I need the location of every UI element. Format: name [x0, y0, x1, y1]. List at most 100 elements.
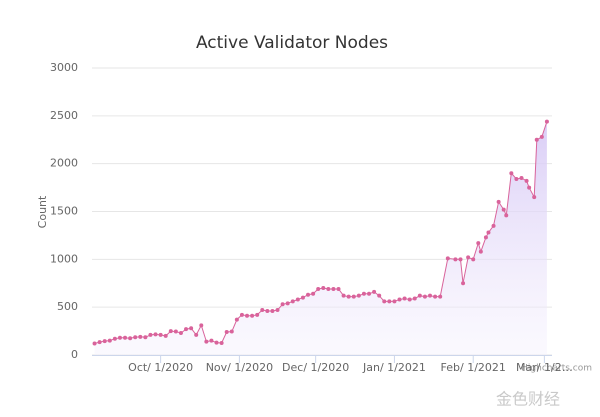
point [290, 299, 295, 304]
point [92, 341, 97, 346]
point [504, 213, 509, 218]
point [285, 301, 290, 306]
point [173, 329, 178, 334]
point [356, 293, 361, 298]
x-tick-label: Dec/ 1/2020 [282, 361, 349, 374]
point [519, 176, 524, 181]
point [295, 297, 300, 302]
point [168, 329, 173, 334]
point [275, 308, 280, 313]
point [478, 249, 483, 254]
point [97, 340, 102, 345]
point [461, 281, 466, 286]
point [534, 137, 539, 142]
point [204, 339, 209, 344]
point [367, 291, 372, 296]
point [117, 335, 122, 340]
y-tick-label: 2000 [50, 157, 78, 170]
point [265, 308, 270, 313]
x-tick-label: Nov/ 1/2020 [206, 361, 273, 374]
point [361, 291, 366, 296]
point [544, 119, 549, 124]
y-tick-label: 500 [57, 300, 78, 313]
credits: Highcharts.com [521, 364, 592, 374]
point [417, 293, 422, 298]
point [445, 256, 450, 261]
point [311, 291, 316, 296]
point [300, 295, 305, 300]
x-tick-label: Jan/ 1/2021 [362, 361, 426, 374]
point [476, 241, 481, 246]
point [250, 313, 255, 318]
point [138, 334, 143, 339]
point [336, 286, 341, 291]
point [377, 293, 382, 298]
point [433, 294, 438, 299]
y-tick-label: 1500 [50, 205, 78, 218]
point [123, 335, 128, 340]
point [471, 257, 476, 262]
point [316, 286, 321, 291]
point [509, 171, 514, 176]
point [483, 235, 488, 240]
point [402, 296, 407, 301]
point [178, 330, 183, 335]
point [458, 257, 463, 262]
point [306, 292, 311, 297]
point [128, 336, 133, 341]
point [491, 223, 496, 228]
point [453, 257, 458, 262]
area [94, 121, 547, 355]
watermark: 金色财经 [496, 390, 560, 409]
point [158, 332, 163, 337]
point [148, 332, 153, 337]
y-tick-label: 2500 [50, 109, 78, 122]
point [466, 255, 471, 260]
point [397, 297, 402, 302]
point [514, 176, 519, 181]
point [255, 312, 260, 317]
point [133, 335, 138, 340]
x-tick-label: Feb/ 1/2021 [441, 361, 506, 374]
point [412, 296, 417, 301]
point [229, 329, 234, 334]
x-tick-label: Oct/ 1/2020 [128, 361, 193, 374]
point [199, 323, 204, 328]
point [392, 299, 397, 304]
point [112, 336, 117, 341]
point [194, 332, 199, 337]
point [438, 294, 443, 299]
point [163, 333, 168, 338]
point [422, 294, 427, 299]
point [387, 299, 392, 304]
point [239, 312, 244, 317]
point [184, 327, 189, 332]
point [341, 293, 346, 298]
point [107, 338, 112, 343]
point [326, 286, 331, 291]
point [219, 341, 224, 346]
point [372, 289, 377, 294]
point [496, 199, 501, 204]
point [346, 294, 351, 299]
x-tick-label: Mar/ 1/2… [516, 361, 573, 374]
point [280, 302, 285, 307]
chart-title: Active Validator Nodes [196, 33, 388, 53]
point [524, 178, 529, 183]
point [539, 134, 544, 139]
point [214, 340, 219, 345]
y-tick-label: 0 [71, 348, 78, 361]
y-tick-label: 3000 [50, 61, 78, 74]
point [102, 339, 107, 344]
point [428, 293, 433, 298]
point [153, 332, 158, 337]
point [331, 286, 336, 291]
point [234, 317, 239, 322]
y-axis-title: Count [36, 195, 49, 228]
point [245, 313, 250, 318]
point [260, 308, 265, 313]
point [527, 185, 532, 190]
point [321, 286, 326, 291]
point [407, 297, 412, 302]
